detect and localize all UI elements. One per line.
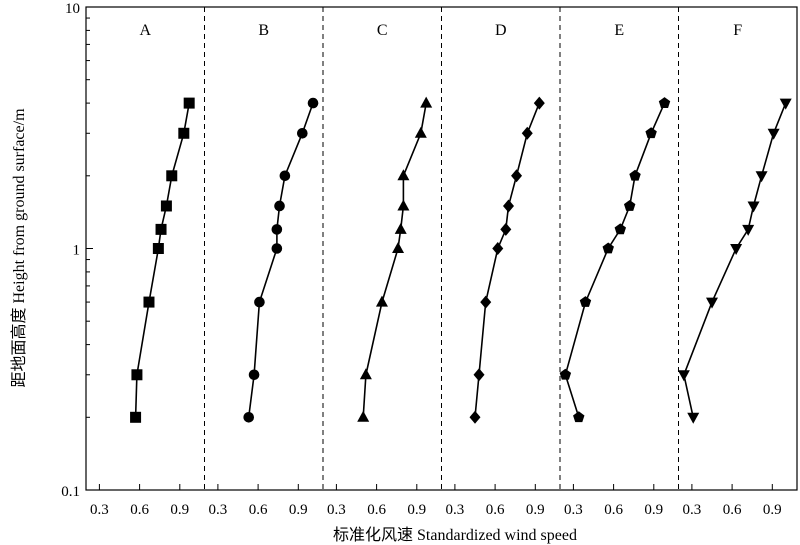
- series-line-D: [474, 102, 541, 418]
- data-point-A: [130, 411, 142, 423]
- data-point-B: [271, 243, 283, 254]
- y-tick-label: 0.1: [61, 484, 80, 500]
- data-point-F: [779, 98, 792, 110]
- data-point-C: [420, 96, 433, 108]
- panels-layer: A B C D E F: [139, 7, 742, 490]
- data-point-C: [397, 169, 410, 181]
- x-tick-label: 0.6: [130, 502, 149, 518]
- marks-layer: [130, 96, 792, 424]
- data-point-E: [658, 97, 671, 108]
- data-point-A: [152, 243, 164, 254]
- data-point-A: [178, 127, 190, 139]
- series-line-F: [683, 102, 787, 418]
- axes-layer: 0.1 1 10 0.3 0.6 0.9 0.3 0.6 0.9 0.3 0.6 0.9 0.3 0.6 0…: [61, 1, 798, 518]
- x-tick-label: 0.9: [289, 502, 308, 518]
- data-point-E: [629, 169, 641, 181]
- data-point-B: [297, 127, 308, 139]
- data-point-B: [248, 369, 260, 381]
- panel-label-B: B: [258, 22, 269, 39]
- data-point-F: [706, 297, 718, 309]
- data-point-E: [614, 223, 627, 235]
- data-point-E: [559, 368, 572, 380]
- data-point-C: [414, 126, 427, 138]
- data-point-D: [469, 410, 481, 424]
- data-point-A: [183, 97, 195, 109]
- data-point-F: [677, 370, 690, 382]
- x-tick-label: 0.3: [446, 502, 465, 518]
- data-point-D: [473, 368, 485, 382]
- data-point-D: [521, 126, 533, 140]
- data-point-A: [131, 369, 143, 381]
- data-point-C: [359, 368, 372, 380]
- data-point-A: [143, 296, 155, 308]
- series-line-E: [564, 102, 666, 418]
- data-point-F: [747, 201, 760, 213]
- data-point-C: [397, 199, 410, 211]
- x-tick-label: 0.3: [209, 502, 228, 518]
- data-point-F: [767, 128, 780, 140]
- x-tick-label: 0.6: [723, 502, 742, 518]
- x-tick-label: 0.9: [407, 502, 426, 518]
- data-point-F: [742, 224, 755, 236]
- data-point-D: [533, 96, 545, 110]
- data-point-E: [602, 242, 614, 254]
- data-point-B: [254, 296, 265, 308]
- panel-label-A: A: [139, 22, 151, 39]
- x-tick-label: 0.9: [526, 502, 545, 518]
- data-point-A: [155, 223, 167, 235]
- x-tick-label: 0.9: [763, 502, 782, 518]
- x-axis-label: 标准化风速 Standardized wind speed: [333, 526, 577, 544]
- data-point-C: [375, 295, 388, 307]
- series-line-A: [134, 102, 190, 418]
- x-tick-label: 0.9: [644, 502, 663, 518]
- x-tick-label: 0.9: [170, 502, 189, 518]
- x-tick-label: 0.3: [90, 502, 109, 518]
- data-point-C: [394, 222, 407, 234]
- data-point-E: [573, 411, 585, 423]
- panel-label-D: D: [495, 22, 507, 39]
- x-tick-label: 0.3: [683, 502, 702, 518]
- x-tick-label: 0.6: [367, 502, 386, 518]
- x-tick-label: 0.6: [249, 502, 268, 518]
- data-point-B: [307, 97, 319, 109]
- data-point-D: [500, 222, 512, 236]
- data-point-F: [755, 171, 768, 183]
- x-tick-label: 0.6: [486, 502, 505, 518]
- data-point-A: [166, 170, 178, 182]
- data-point-C: [392, 242, 405, 253]
- data-point-F: [687, 412, 700, 424]
- data-point-E: [579, 296, 592, 307]
- data-point-B: [274, 200, 285, 212]
- data-point-D: [503, 199, 514, 213]
- y-axis-label: 距地面高度 Height from ground surface/m: [10, 108, 28, 388]
- data-point-D: [511, 169, 523, 183]
- y-tick-label: 1: [73, 243, 81, 259]
- data-point-F: [730, 244, 743, 255]
- series-line-B: [247, 102, 314, 418]
- data-point-E: [623, 199, 636, 211]
- x-tick-label: 0.3: [564, 502, 583, 518]
- y-tick-label: 10: [65, 1, 80, 17]
- data-point-B: [271, 224, 283, 235]
- data-point-E: [645, 127, 657, 139]
- data-point-B: [243, 412, 255, 423]
- data-point-A: [160, 200, 172, 212]
- x-tick-label: 0.3: [327, 502, 346, 518]
- panel-label-E: E: [614, 22, 624, 39]
- x-tick-label: 0.6: [604, 502, 623, 518]
- data-point-C: [357, 410, 370, 422]
- panel-label-F: F: [733, 22, 742, 39]
- panel-label-C: C: [377, 22, 388, 39]
- data-point-D: [480, 295, 492, 309]
- data-point-B: [279, 170, 291, 182]
- data-point-D: [492, 242, 504, 255]
- series-line-C: [362, 102, 427, 418]
